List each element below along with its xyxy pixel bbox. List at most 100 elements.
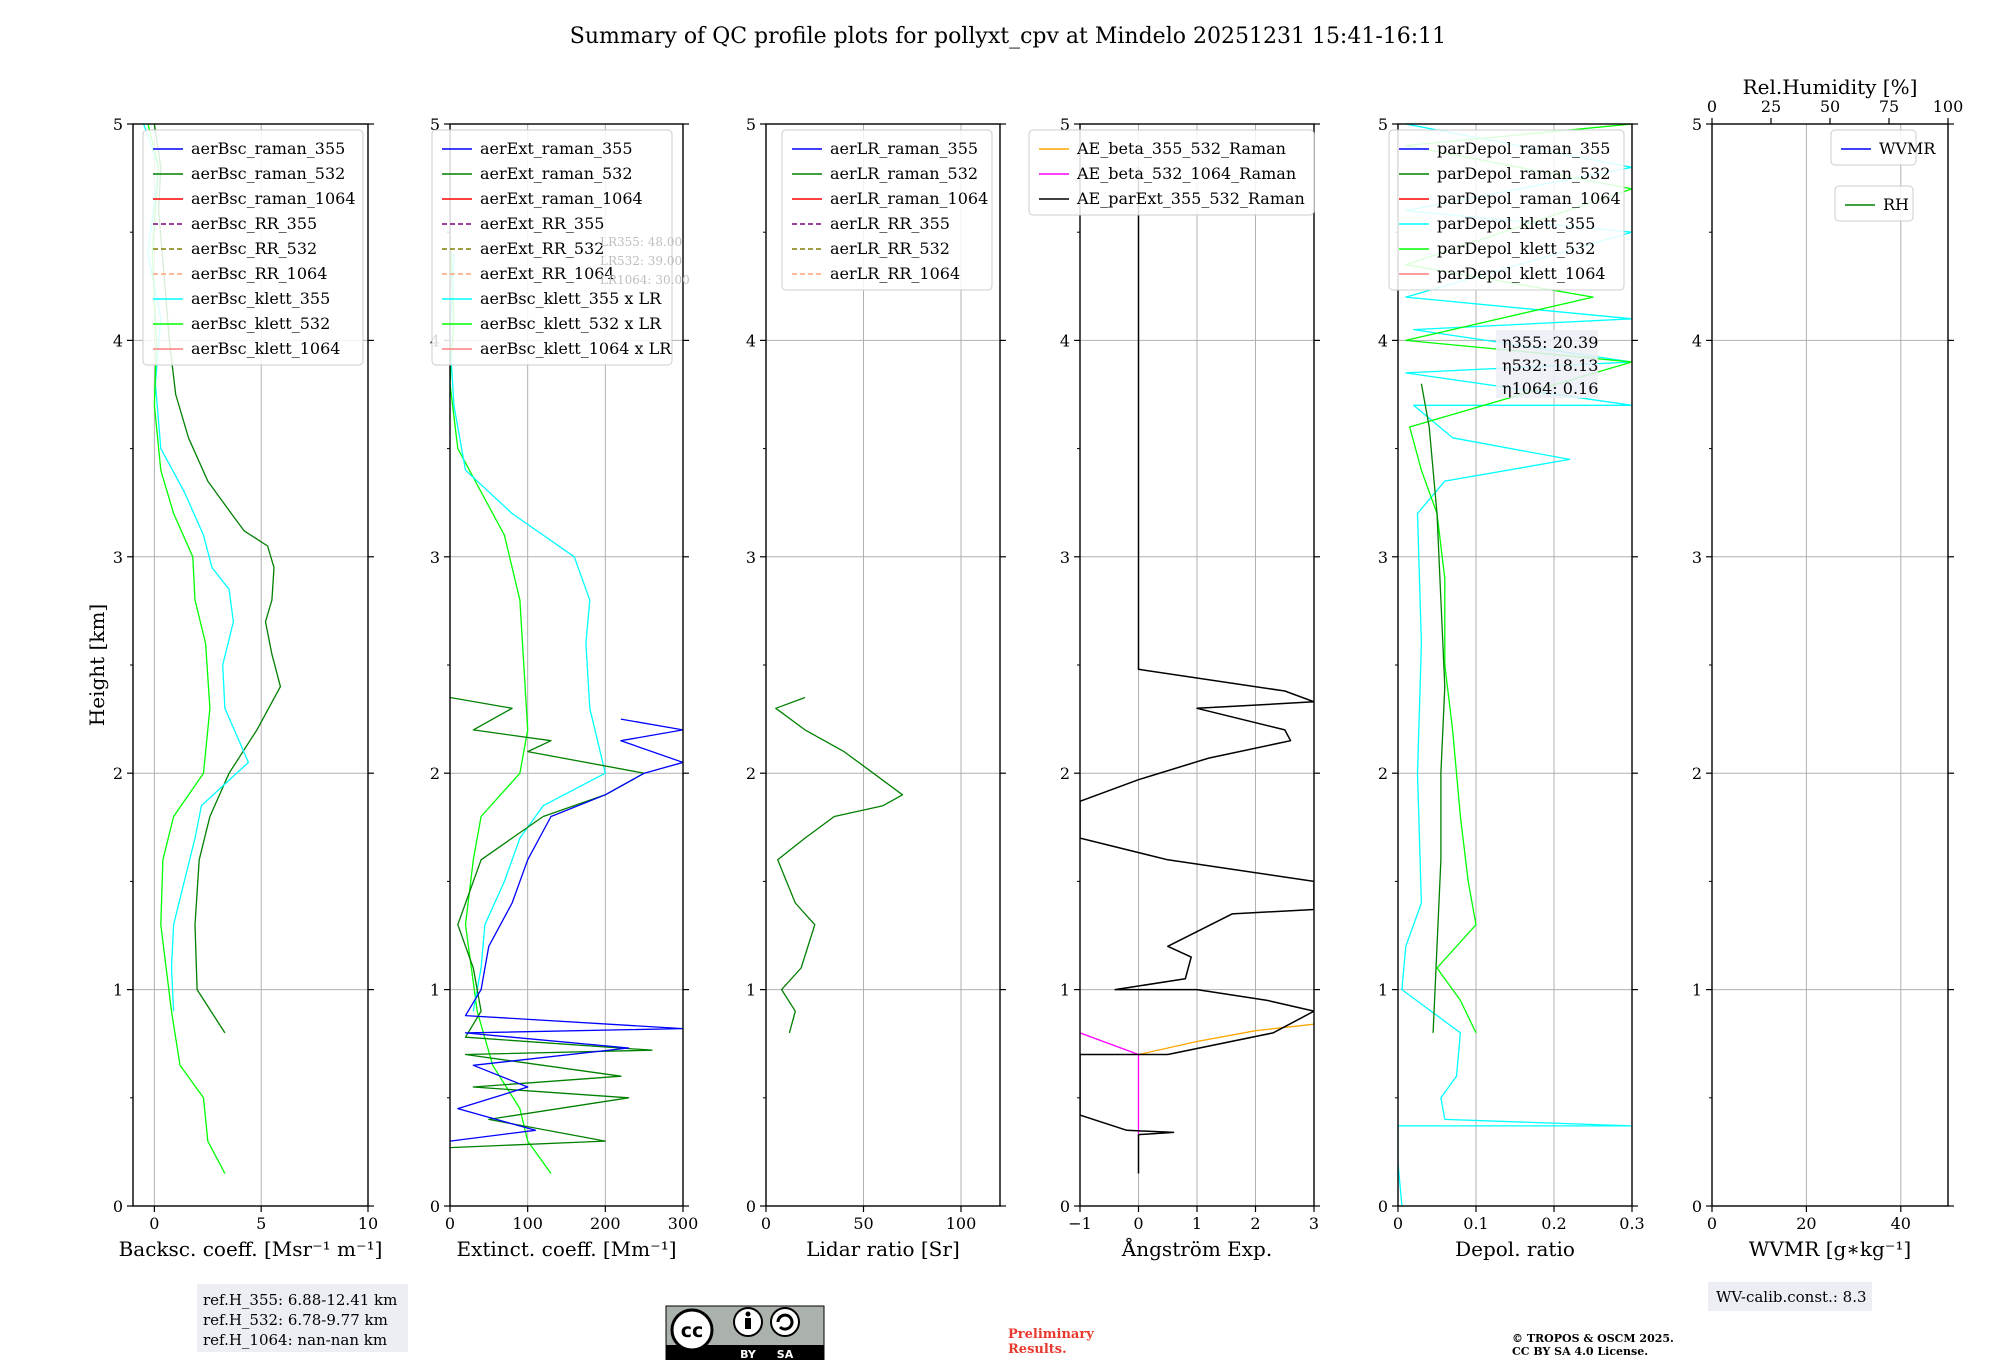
lr-label: LR355: 48.00 — [600, 235, 682, 249]
series-aerBsc_klett_532 x LR — [450, 232, 552, 1174]
legend-wv: WVMR — [1830, 129, 1936, 166]
legend-entry: aerBsc_klett_355 — [191, 289, 330, 308]
legend-entry: parDepol_raman_1064 — [1437, 189, 1621, 208]
y-tick-label-depol: 1 — [1378, 981, 1388, 1000]
legend-entry: aerLR_RR_1064 — [830, 264, 960, 283]
y-tick-label-bsc: 5 — [113, 115, 123, 134]
y-axis-label: Height [km] — [85, 604, 109, 726]
legend-depol: parDepol_raman_355 parDepol_raman_532 parD… — [1388, 129, 1625, 291]
legend-entry: aerLR_raman_1064 — [830, 189, 988, 208]
legend-entry: AE_beta_355_532_Raman — [1076, 139, 1286, 158]
badge-sa: SA — [777, 1348, 794, 1360]
x-tick-label-ext: 200 — [590, 1214, 621, 1233]
legend-box — [1830, 129, 1917, 166]
preliminary-label-line1: Preliminary — [1008, 1327, 1094, 1342]
series-AE_parExt_355_532_Raman — [1080, 167, 1314, 1174]
series-AE_beta_355_532_Raman — [1138, 1023, 1314, 1056]
legend-entry: aerExt_RR_355 — [480, 214, 604, 233]
x-tick-label-lr: 50 — [853, 1214, 873, 1233]
x-tick-label-ae: 2 — [1250, 1214, 1260, 1233]
x-tick-label-ext: 0 — [445, 1214, 455, 1233]
x-tick-label-wv: 40 — [1891, 1214, 1911, 1233]
top-tick-label-wv: 75 — [1879, 97, 1899, 116]
cc-logo-icon — [670, 1308, 714, 1352]
panel-wv: 0 20 40 0 1 2 3 4 5 WVMR [g∗kg⁻¹] 0 25 50 75 100 Rel.Hu… — [1692, 75, 1963, 1261]
svg-text:cc: cc — [681, 1320, 704, 1342]
y-tick-label-ext: 5 — [430, 115, 440, 134]
series-AE_beta_532_1064_Raman — [1080, 1032, 1140, 1135]
legend-ae: AE_beta_355_532_Raman AE_beta_532_1064_Ra… — [1028, 129, 1315, 216]
y-tick-label-depol: 4 — [1378, 331, 1388, 350]
y-tick-label-bsc: 4 — [113, 331, 123, 350]
x-tick-label-ext: 300 — [668, 1214, 699, 1233]
y-tick-label-lr: 1 — [746, 981, 756, 1000]
x-tick-label-ae: 0 — [1133, 1214, 1143, 1233]
x-tick-label-depol: 0 — [1393, 1214, 1403, 1233]
y-tick-label-ae: 1 — [1060, 981, 1070, 1000]
legend-entry: WVMR — [1879, 139, 1936, 158]
ref-height-1064: ref.H_1064: nan-nan km — [203, 1331, 387, 1349]
legend-box — [1834, 185, 1914, 222]
legend-entry: aerBsc_RR_355 — [191, 214, 317, 233]
eta-label: η1064: 0.16 — [1502, 379, 1598, 398]
legend-entry: aerExt_RR_532 — [480, 239, 604, 258]
x-tick-label-wv: 20 — [1796, 1214, 1816, 1233]
lr-label: LR532: 39.00 — [600, 254, 682, 268]
panel-lr: 0 50 100 0 1 2 3 4 5 Lidar ratio [Sr] aerLR_raman_… — [746, 115, 1006, 1261]
x-tick-label-bsc: 10 — [358, 1214, 378, 1233]
legend-wv-2: RH — [1834, 185, 1914, 222]
legend-entry: aerLR_raman_355 — [830, 139, 978, 158]
x-tick-label-ae: 1 — [1192, 1214, 1202, 1233]
wv-calib-box: WV-calib.const.: 8.3 — [1708, 1282, 1872, 1311]
legend-entry: AE_parExt_355_532_Raman — [1076, 189, 1305, 208]
legend-entry: parDepol_klett_532 — [1437, 239, 1595, 258]
copyright-line2: CC BY SA 4.0 License. — [1512, 1345, 1648, 1358]
legend-entry: aerBsc_klett_532 x LR — [480, 314, 662, 333]
y-tick-label-ext: 2 — [430, 764, 440, 783]
eta-label: η532: 18.13 — [1502, 356, 1598, 375]
series-aerBsc_klett_355 x LR — [450, 253, 606, 1012]
y-tick-label-wv: 1 — [1692, 981, 1702, 1000]
top-tick-label-wv: 0 — [1707, 97, 1717, 116]
legend-entry: aerBsc_klett_355 x LR — [480, 289, 662, 308]
legend-entry: aerExt_raman_532 — [480, 164, 633, 183]
legend-box — [781, 129, 993, 291]
legend-entry: aerExt_raman_1064 — [480, 189, 643, 208]
x-axis-label-ae: Ångström Exp. — [1121, 1236, 1272, 1261]
legend-box — [1388, 129, 1625, 291]
x-tick-label-ae: 3 — [1309, 1214, 1319, 1233]
legend-entry: aerBsc_RR_532 — [191, 239, 317, 258]
panel-ext: 0100200300012345Extinct. coeff. [Mm⁻¹]ae… — [430, 115, 698, 1261]
badge-by: BY — [740, 1348, 757, 1360]
x-tick-label-bsc: 5 — [256, 1214, 266, 1233]
x-tick-label-depol: 0.1 — [1463, 1214, 1488, 1233]
legend-box — [1028, 129, 1315, 216]
x-axis-label-bsc: Backsc. coeff. [Msr⁻¹ m⁻¹] — [119, 1237, 383, 1261]
legend-entry: aerBsc_raman_355 — [191, 139, 345, 158]
legend-entry: parDepol_klett_355 — [1437, 214, 1595, 233]
legend-box — [431, 129, 673, 366]
series-group-ext — [450, 232, 683, 1174]
y-tick-label-ae: 0 — [1060, 1197, 1070, 1216]
legend-box — [142, 129, 364, 366]
legend-entry: aerBsc_klett_1064 — [191, 339, 340, 358]
eta-box — [1496, 330, 1598, 398]
top-tick-label-wv: 25 — [1761, 97, 1781, 116]
legend-entry: aerLR_raman_532 — [830, 164, 978, 183]
ref-height-box: ref.H_355: 6.88-12.41 km ref.H_532: 6.78… — [197, 1284, 408, 1352]
lr-label: LR1064: 30.00 — [600, 273, 690, 287]
series-aerExt_raman_532 — [450, 696, 653, 1149]
cc-license-badge: cc BY SA — [665, 1305, 825, 1360]
eta-label: η355: 20.39 — [1502, 333, 1598, 352]
panel-bsc: 0 5 10 0 1 2 3 4 5 Backsc. coeff. [Msr⁻¹ m⁻¹] Heig… — [85, 115, 382, 1261]
legend-entry: AE_beta_532_1064_Raman — [1076, 164, 1296, 183]
y-tick-label-wv: 4 — [1692, 331, 1702, 350]
legend-entry: aerBsc_raman_1064 — [191, 189, 356, 208]
legend-entry: aerBsc_klett_532 — [191, 314, 330, 333]
y-tick-label-wv: 0 — [1692, 1197, 1702, 1216]
legend-entry: RH — [1883, 195, 1909, 214]
y-tick-label-lr: 2 — [746, 764, 756, 783]
y-tick-label-bsc: 2 — [113, 764, 123, 783]
x-axis-label-lr: Lidar ratio [Sr] — [806, 1237, 960, 1261]
